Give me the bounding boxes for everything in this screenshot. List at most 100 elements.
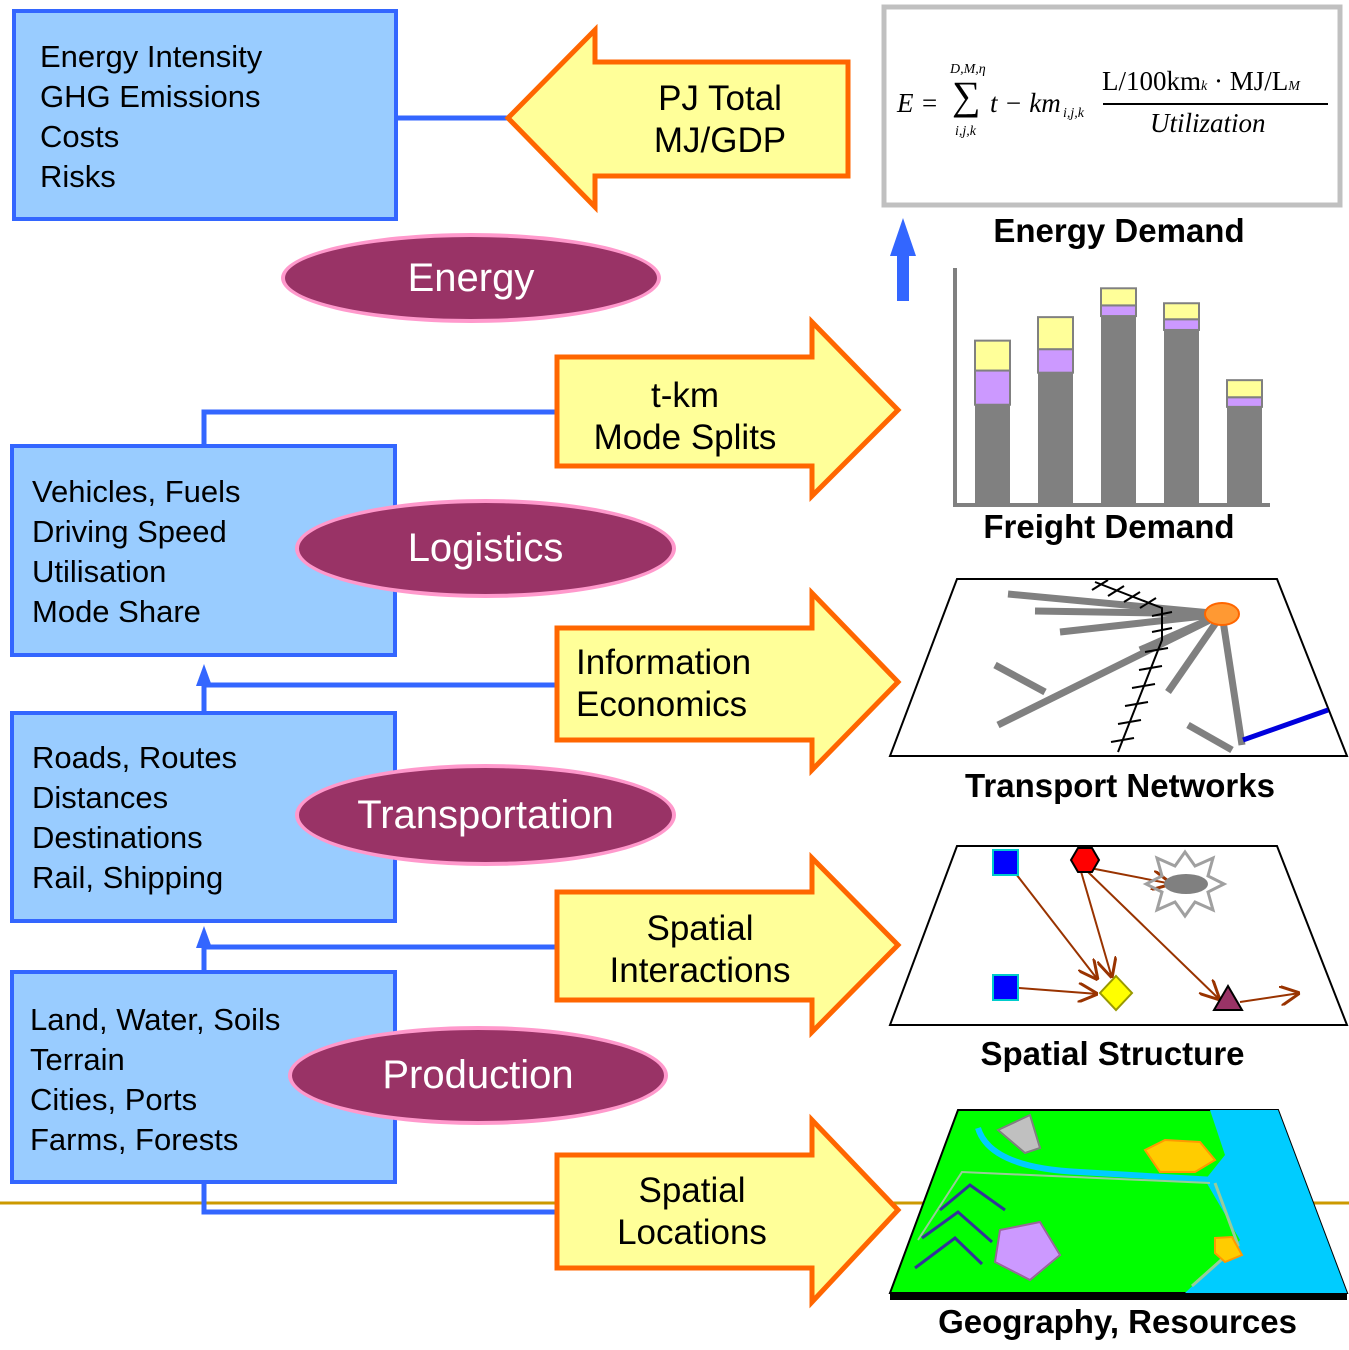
- arrowhead-transport: [196, 926, 212, 948]
- freight-chart-axes: [953, 268, 1270, 507]
- factor-driving-speed: Driving Speed: [32, 514, 227, 549]
- caption-freight-demand: Freight Demand: [983, 508, 1235, 545]
- output-interactions: Interactions: [609, 951, 791, 990]
- output-spatial-2: Spatial: [638, 1171, 746, 1210]
- energy-metrics-box: Energy Intensity GHG Emissions Costs Ris…: [12, 9, 398, 221]
- freight-bar-5-top: [1226, 379, 1263, 399]
- arrow-label-spatial-interactions: Spatial Interactions: [580, 908, 820, 992]
- factor-roads-routes: Roads, Routes: [32, 740, 238, 775]
- hexagon-node: [1069, 847, 1101, 873]
- square-node-top: [992, 849, 1019, 876]
- production-connector: [201, 944, 558, 972]
- freight-bar-4-base: [1164, 329, 1199, 503]
- oval-logistics: Logistics: [295, 499, 676, 598]
- output-pj-total: PJ Total: [658, 79, 782, 118]
- formula-sum-symbol: ∑: [952, 73, 981, 118]
- arrow-energy-output: [504, 23, 851, 214]
- factor-farms-forests: Farms, Forests: [30, 1122, 239, 1157]
- output-mj-gdp: MJ/GDP: [653, 121, 787, 160]
- arrow-locations-output: [554, 1113, 902, 1309]
- freight-chart-bars: [974, 287, 1263, 503]
- metric-costs: Costs: [40, 119, 120, 154]
- formula-lhs: E =: [897, 88, 939, 118]
- factor-mode-share: Mode Share: [32, 594, 201, 629]
- locations-connector: [201, 1183, 558, 1215]
- output-economics: Economics: [576, 685, 748, 724]
- freight-bar-2-mid: [1037, 348, 1074, 374]
- arrow-transport-output: [554, 586, 902, 777]
- output-t-km: t-km: [650, 376, 720, 415]
- arrowhead-logistics: [196, 664, 212, 686]
- factor-vehicles-fuels: Vehicles, Fuels: [32, 474, 241, 509]
- arrow-label-energy-output: PJ Total MJ/GDP: [600, 78, 840, 162]
- freight-bar-1-base: [975, 404, 1010, 503]
- arrow-logistics-output: [554, 315, 902, 503]
- output-spatial-1: Spatial: [646, 909, 754, 948]
- output-mode-splits: Mode Splits: [593, 418, 777, 457]
- metric-ghg-emissions: GHG Emissions: [40, 79, 261, 114]
- small-resource-feature: [1214, 1235, 1244, 1264]
- freight-bar-5-base: [1227, 406, 1262, 503]
- arrow-label-transport-output: Information Economics: [576, 642, 806, 726]
- triangle-node: [1212, 984, 1244, 1011]
- spatial-structure-panel: [888, 845, 1349, 1026]
- output-locations: Locations: [617, 1213, 767, 1252]
- freight-bar-4-mid: [1163, 318, 1200, 331]
- freight-bar-1-top: [974, 339, 1011, 372]
- factor-destinations: Destinations: [32, 820, 203, 855]
- mountain-symbols: [914, 1183, 1006, 1270]
- freight-bar-3-mid: [1100, 304, 1137, 318]
- energy-up-arrow: [890, 218, 916, 301]
- transport-connector: [201, 682, 558, 712]
- factor-utilisation: Utilisation: [32, 554, 167, 589]
- formula-denominator: Utilization: [1150, 108, 1266, 138]
- lake-feature: [993, 1220, 1062, 1282]
- flow-arrows: [504, 23, 902, 1309]
- factor-land-water-soils: Land, Water, Soils: [30, 1002, 281, 1037]
- freight-bar-5-mid: [1226, 396, 1263, 408]
- formula-term: t − km: [990, 88, 1061, 118]
- metric-energy-intensity: Energy Intensity: [40, 39, 263, 74]
- arrow-label-spatial-locations: Spatial Locations: [572, 1170, 812, 1254]
- connector-arrowheads: [196, 664, 212, 948]
- formula-numerator: L/100kmk · MJ/LM: [1102, 66, 1300, 96]
- oval-energy: Energy: [281, 233, 661, 323]
- formula-sum-lower: i,j,k: [955, 124, 976, 139]
- oval-production: Production: [288, 1026, 668, 1125]
- rock-feature: [996, 1113, 1042, 1155]
- hub-node: [1204, 602, 1240, 626]
- caption-transport-networks: Transport Networks: [965, 767, 1275, 804]
- output-information: Information: [576, 643, 752, 682]
- transport-networks-panel: [888, 578, 1349, 757]
- freight-bar-4-top: [1163, 302, 1200, 321]
- factor-cities-ports: Cities, Ports: [30, 1082, 198, 1117]
- freight-bar-2-base: [1038, 372, 1073, 503]
- production-factors-box: Land, Water, Soils Terrain Cities, Ports…: [10, 970, 397, 1184]
- freight-bar-3-base: [1101, 316, 1136, 503]
- freight-bar-1-mid: [974, 369, 1011, 406]
- caption-geography-resources: Geography, Resources: [938, 1303, 1297, 1340]
- formula-term-sub: i,j,k: [1063, 106, 1084, 121]
- formula-box: [881, 4, 1343, 208]
- oval-transportation: Transportation: [295, 764, 676, 866]
- factor-distances: Distances: [32, 780, 169, 815]
- arrow-label-logistics-output: t-km Mode Splits: [570, 375, 800, 459]
- factor-terrain: Terrain: [30, 1042, 125, 1077]
- square-node-bottom: [992, 974, 1019, 1001]
- formula-fraction-bar: [1103, 103, 1328, 105]
- factor-rail-shipping: Rail, Shipping: [32, 860, 224, 895]
- transportation-factors-box: Roads, Routes Distances Destinations Rai…: [10, 711, 397, 923]
- metric-risks: Risks: [40, 159, 116, 194]
- diamond-node: [1098, 974, 1134, 1012]
- starburst-node: [1142, 849, 1228, 919]
- freight-bar-3-top: [1100, 287, 1137, 307]
- arrow-interactions-output: [554, 851, 902, 1039]
- freight-bar-2-top: [1037, 316, 1074, 351]
- formula-sum-upper: D,M,η: [950, 62, 986, 77]
- geography-panel: [888, 1109, 1349, 1300]
- logistics-connector: [201, 409, 558, 446]
- resource-feature: [1143, 1138, 1217, 1173]
- caption-energy-demand: Energy Demand: [993, 212, 1245, 249]
